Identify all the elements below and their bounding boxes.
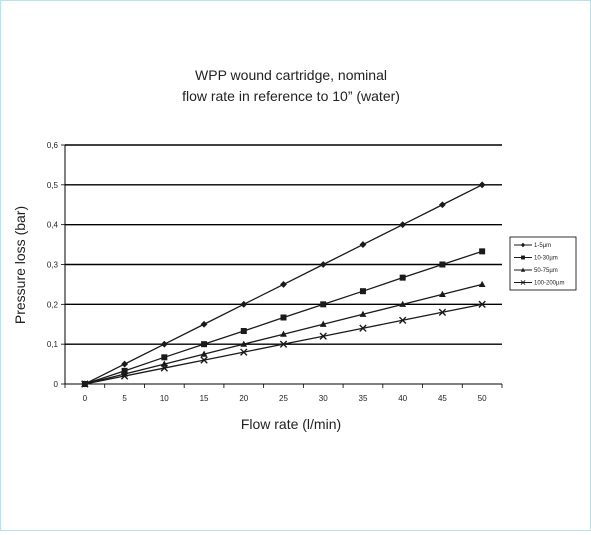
series-1	[81, 181, 485, 387]
legend-label: 1-5µm	[534, 243, 551, 249]
data-point	[479, 181, 486, 188]
chart-title-line-2: flow rate in reference to 10” (water)	[182, 88, 400, 104]
data-point	[241, 328, 247, 334]
x-tick-label: 50	[478, 394, 487, 403]
y-tick-label: 0,3	[47, 261, 59, 270]
data-point	[240, 301, 247, 308]
y-tick-label: 0,4	[47, 221, 59, 230]
y-tick-label: 0,5	[47, 181, 59, 190]
x-tick-label: 15	[200, 394, 209, 403]
x-axis-label: Flow rate (l/min)	[241, 416, 341, 432]
x-tick-label: 40	[398, 394, 407, 403]
data-point	[439, 262, 445, 268]
y-tick-label: 0	[54, 380, 59, 389]
data-point	[320, 301, 326, 307]
x-tick-label: 35	[359, 394, 368, 403]
legend: 1-5µm 10-30µm 50-75µm 100-200µm	[510, 237, 576, 290]
data-point	[320, 261, 327, 268]
y-axis-label: Pressure loss (bar)	[12, 206, 28, 324]
legend-label: 10-30µm	[534, 256, 558, 262]
data-point	[161, 354, 167, 360]
grid-layer	[65, 145, 502, 344]
x-tick-label: 30	[319, 394, 328, 403]
data-point	[281, 314, 287, 320]
series-2	[82, 248, 485, 387]
data-point	[479, 248, 485, 254]
legend-label: 100-200µm	[534, 281, 564, 287]
y-tick-label: 0,2	[47, 300, 59, 309]
series-layer	[81, 181, 485, 387]
axis-layer: 0 0,1 0,2 0,3 0,4 0,5 0,6 0 5 10 15 20 25 30 35 40 45 50	[47, 141, 502, 403]
data-point	[360, 241, 367, 248]
y-tick-label: 0,1	[47, 340, 59, 349]
data-point	[161, 341, 168, 348]
data-point	[121, 361, 128, 368]
x-tick-label: 25	[279, 394, 288, 403]
data-point	[399, 221, 406, 228]
x-tick-label: 5	[122, 394, 127, 403]
legend-marker	[521, 256, 525, 260]
x-tick-label: 0	[83, 394, 88, 403]
x-tick-label: 45	[438, 394, 447, 403]
chart-title-line-1: WPP wound cartridge, nominal	[195, 67, 387, 83]
data-point	[479, 281, 486, 287]
series-3	[81, 281, 485, 387]
y-tick-label: 0,6	[47, 141, 59, 150]
data-point	[201, 341, 207, 347]
data-point	[201, 321, 208, 328]
data-point	[439, 201, 446, 208]
data-point	[360, 288, 366, 294]
data-point	[400, 275, 406, 281]
data-point	[280, 281, 287, 288]
legend-label: 50-75µm	[534, 268, 558, 274]
x-tick-label: 20	[239, 394, 248, 403]
x-tick-label: 10	[160, 394, 169, 403]
